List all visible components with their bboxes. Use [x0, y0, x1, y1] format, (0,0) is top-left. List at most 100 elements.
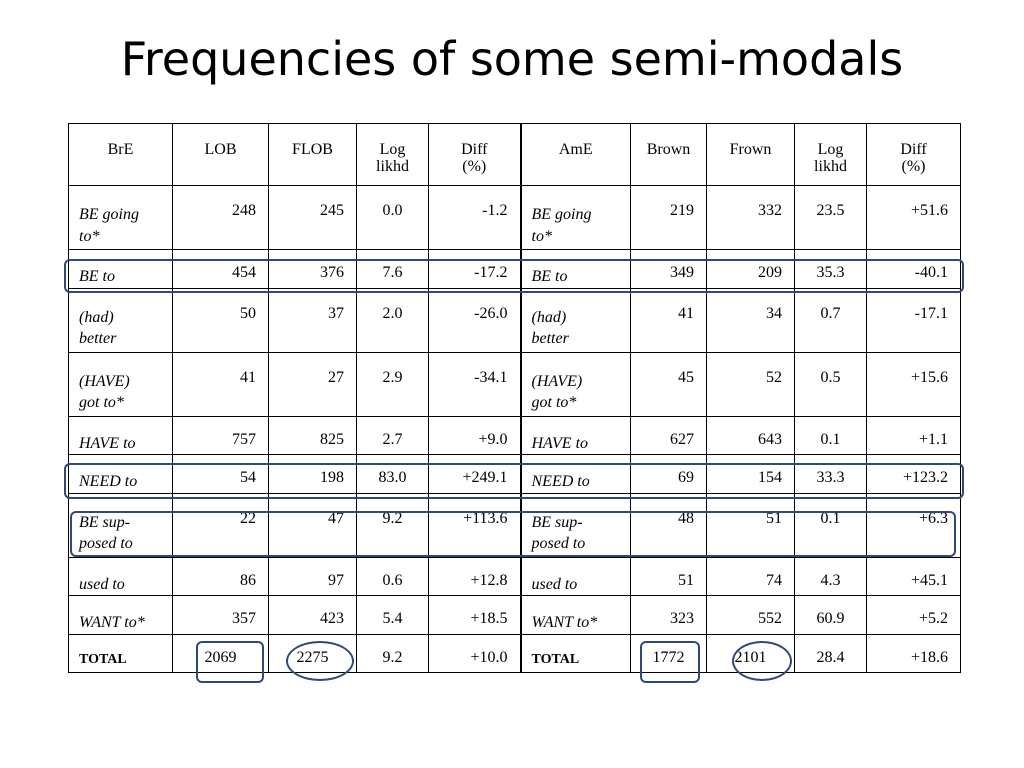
row-label-text: to*	[531, 227, 552, 245]
header-text: (%)	[901, 157, 926, 175]
header-text: Log	[817, 141, 844, 158]
cell-diff: -26.0	[428, 287, 522, 353]
header-brown: Brown	[630, 123, 707, 186]
cell-diff: +45.1	[866, 556, 961, 597]
cell-log-likhd: 23.5	[794, 185, 867, 250]
cell-log-likhd: 2.9	[356, 351, 429, 417]
row-label-text: better	[79, 330, 117, 348]
cell-log-likhd: 83.0	[356, 454, 429, 494]
cell-log-likhd: 4.3	[794, 556, 867, 597]
row-label-text: got to*	[531, 394, 577, 412]
frequency-table-container: BrE LOB FLOB Log likhd Diff (%) AmE Brown Frown Lo…	[64, 123, 964, 683]
header-lob: LOB	[172, 123, 269, 186]
row-label: WANT to*	[68, 595, 173, 635]
row-label-text: BE going	[79, 206, 139, 223]
cell-diff: +9.0	[428, 415, 522, 456]
cell-log-likhd: 60.9	[794, 595, 867, 635]
cell-frown: 51	[706, 492, 795, 558]
total-flob: 2275	[268, 633, 357, 673]
cell-flob: 198	[268, 454, 357, 494]
header-text: Brown	[646, 141, 691, 158]
cell-log-likhd: 0.0	[356, 185, 429, 250]
cell-brown: 69	[630, 454, 707, 494]
cell-log-likhd: 0.6	[356, 556, 429, 597]
table-row: BE to 454 376 7.6 -17.2 BE to 349 209 35.3 -40.1	[68, 249, 961, 289]
cell-brown: 323	[630, 595, 707, 635]
row-label-text: WANT to*	[79, 614, 145, 632]
row-label: HAVE to	[68, 415, 173, 456]
cell-diff: +51.6	[866, 185, 961, 250]
row-label: BE to	[68, 249, 173, 289]
row-label-text: posed to	[79, 535, 133, 553]
header-text: (%)	[462, 157, 487, 175]
cell-flob: 423	[268, 595, 357, 635]
row-label-text: used to	[79, 575, 125, 593]
row-label: (had) better	[520, 287, 631, 353]
row-label: HAVE to	[520, 415, 631, 456]
row-label-text: BE going	[531, 206, 592, 223]
row-label: used to	[520, 556, 631, 597]
cell-log-likhd: 0.1	[794, 492, 867, 558]
row-label-text: got to*	[79, 394, 124, 412]
total-diff: +18.6	[866, 633, 961, 673]
row-label-text: BE to	[531, 268, 568, 285]
cell-log-likhd: 2.0	[356, 287, 429, 353]
table-row: (had) better 50 37 2.0 -26.0 (had) better 41 34 0.…	[68, 287, 961, 353]
table-body: BE going to* 248 245 0.0 -1.2 BE going to* 219 33…	[68, 185, 961, 673]
cell-frown: 643	[706, 415, 795, 456]
cell-diff: -17.2	[428, 249, 522, 289]
row-label-text: posed to	[531, 535, 586, 553]
total-diff: +10.0	[428, 633, 522, 673]
cell-flob: 37	[268, 287, 357, 353]
cell-brown: 627	[630, 415, 707, 456]
cell-brown: 48	[630, 492, 707, 558]
cell-log-likhd: 5.4	[356, 595, 429, 635]
cell-flob: 376	[268, 249, 357, 289]
cell-flob: 47	[268, 492, 357, 558]
cell-lob: 86	[172, 556, 269, 597]
header-text: Log	[379, 141, 406, 158]
row-label: NEED to	[68, 454, 173, 494]
cell-brown: 349	[630, 249, 707, 289]
header-text: FLOB	[292, 141, 333, 158]
cell-diff: +6.3	[866, 492, 961, 558]
cell-diff: -40.1	[866, 249, 961, 289]
cell-log-likhd: 0.5	[794, 351, 867, 417]
table-row: (HAVE) got to* 41 27 2.9 -34.1 (HAVE) got to* 45…	[68, 351, 961, 417]
header-diff-bre: Diff (%)	[428, 123, 522, 186]
row-label-text: NEED to	[531, 473, 590, 491]
cell-lob: 41	[172, 351, 269, 417]
row-label: BE sup-posed to	[68, 492, 173, 558]
header-text: AmE	[558, 141, 593, 158]
cell-diff: +113.6	[428, 492, 522, 558]
row-label: BE going to*	[520, 185, 631, 250]
cell-brown: 51	[630, 556, 707, 597]
row-label: NEED to	[520, 454, 631, 494]
header-text: likhd	[814, 157, 847, 175]
header-ame: AmE	[520, 123, 631, 186]
header-row: BrE LOB FLOB Log likhd Diff (%) AmE Brown Frown Lo…	[68, 123, 961, 186]
row-label-text: WANT to*	[531, 614, 598, 632]
cell-diff: +1.1	[866, 415, 961, 456]
row-label: WANT to*	[520, 595, 631, 635]
cell-lob: 757	[172, 415, 269, 456]
header-diff-ame: Diff (%)	[866, 123, 961, 186]
table-row: NEED to 54 198 83.0 +249.1 NEED to 69 154 33.3 +1…	[68, 454, 961, 494]
frequency-table: BrE LOB FLOB Log likhd Diff (%) AmE Brown Frown Lo…	[68, 123, 961, 673]
cell-frown: 34	[706, 287, 795, 353]
total-log-likhd: 28.4	[794, 633, 867, 673]
cell-diff: -1.2	[428, 185, 522, 250]
row-label-text: BE sup-	[531, 513, 583, 531]
row-label: BE sup-posed to	[520, 492, 631, 558]
row-label-text: (HAVE)	[79, 372, 130, 390]
cell-lob: 248	[172, 185, 269, 250]
cell-log-likhd: 9.2	[356, 492, 429, 558]
table-row: WANT to* 357 423 5.4 +18.5 WANT to* 323 552 60.9…	[68, 595, 961, 635]
header-text: likhd	[376, 157, 409, 175]
table-row: used to 86 97 0.6 +12.8 used to 51 74 4.3 +45.1	[68, 556, 961, 597]
row-label-text: better	[531, 330, 569, 348]
row-label-text: HAVE to	[79, 434, 136, 452]
cell-log-likhd: 33.3	[794, 454, 867, 494]
row-label-text: BE sup-	[79, 513, 131, 531]
cell-lob: 50	[172, 287, 269, 353]
